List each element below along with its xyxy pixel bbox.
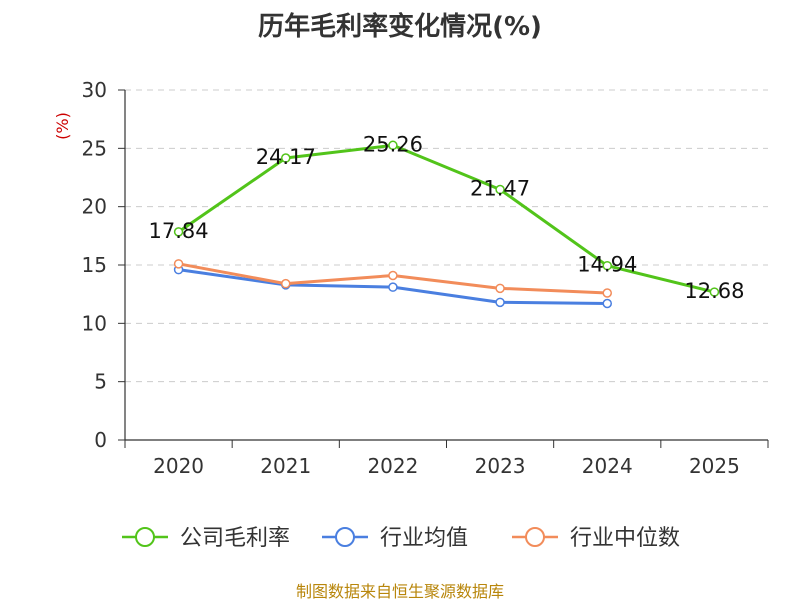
data-point-2 bbox=[173, 259, 184, 269]
data-point-2 bbox=[388, 270, 398, 281]
data-point-0 bbox=[173, 227, 184, 237]
y-tick-label: 30 bbox=[82, 78, 107, 102]
data-point-0 bbox=[602, 260, 612, 271]
legend-label-1: 行业均值 bbox=[380, 526, 468, 551]
data-point-0 bbox=[495, 184, 505, 195]
y-tick-label: 20 bbox=[82, 195, 107, 219]
x-tick-label: 2024 bbox=[582, 454, 633, 478]
y-tick-label: 5 bbox=[94, 370, 107, 394]
legend-label-0: 公司毛利率 bbox=[180, 526, 290, 551]
data-label: 21.47 bbox=[470, 177, 530, 201]
data-point-2 bbox=[281, 278, 291, 289]
series-line-0 bbox=[177, 143, 715, 294]
data-label: 17.84 bbox=[149, 219, 209, 243]
legend-marker-1 bbox=[335, 527, 355, 547]
data-point-0 bbox=[388, 140, 398, 151]
data-point-0 bbox=[281, 153, 291, 163]
y-axis-label: (%) bbox=[53, 112, 72, 140]
data-label: 25.26 bbox=[363, 132, 423, 156]
data-label: 14.94 bbox=[577, 253, 637, 277]
y-tick-label: 15 bbox=[82, 253, 107, 277]
y-tick-label: 25 bbox=[82, 136, 107, 160]
x-tick-label: 2023 bbox=[475, 454, 526, 478]
chart-title: 历年毛利率变化情况(%) bbox=[258, 12, 542, 42]
data-label: 12.68 bbox=[684, 279, 744, 303]
x-tick-label: 2021 bbox=[260, 454, 311, 478]
data-label: 24.17 bbox=[256, 145, 316, 169]
x-tick-label: 2025 bbox=[689, 454, 740, 478]
data-point-0 bbox=[709, 287, 720, 297]
y-tick-label: 0 bbox=[94, 428, 107, 452]
data-point-2 bbox=[602, 288, 612, 298]
data-point-2 bbox=[495, 283, 505, 294]
legend-marker-2 bbox=[525, 527, 545, 547]
legend-label-2: 行业中位数 bbox=[570, 526, 680, 551]
source-note: 制图数据来自恒生聚源数据库 bbox=[295, 582, 504, 601]
y-tick-label: 10 bbox=[82, 311, 107, 335]
data-point-1 bbox=[388, 282, 398, 292]
data-point-1 bbox=[495, 297, 505, 308]
x-tick-label: 2020 bbox=[153, 454, 204, 478]
legend-marker-0 bbox=[135, 527, 155, 547]
data-point-1 bbox=[602, 298, 612, 309]
x-tick-label: 2022 bbox=[367, 454, 418, 478]
